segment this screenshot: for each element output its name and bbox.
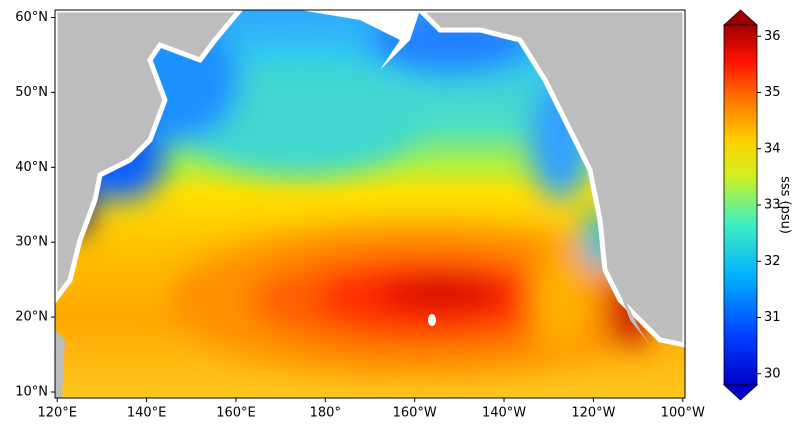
- y-tick-label: 50°N: [15, 85, 48, 100]
- y-tick-label: 10°N: [15, 385, 48, 400]
- colorbar-label: sss (psu): [778, 176, 793, 234]
- y-tick-label: 40°N: [15, 160, 48, 175]
- colorbar-tick-label: 33: [764, 198, 781, 213]
- x-tick-label: 140°W: [482, 406, 526, 421]
- colorbar-tick-label: 32: [764, 254, 781, 269]
- colorbar-tick-label: 30: [764, 366, 781, 381]
- x-tick-label: 100°W: [661, 406, 705, 421]
- y-tick-label: 30°N: [15, 235, 48, 250]
- map-frame: [54, 9, 686, 399]
- colorbar: [722, 9, 759, 401]
- colorbar-tick-label: 34: [764, 141, 781, 156]
- y-tick-label: 60°N: [15, 10, 48, 25]
- x-tick-label: 160°E: [216, 406, 256, 421]
- colorbar-tick-label: 36: [764, 29, 781, 44]
- colorbar-tick-label: 31: [764, 310, 781, 325]
- map-field: [55, 10, 685, 398]
- x-tick-label: 160°W: [393, 406, 437, 421]
- x-tick-label: 120°E: [37, 406, 77, 421]
- colorbar-tick-label: 35: [764, 85, 781, 100]
- x-tick-label: 140°E: [127, 406, 167, 421]
- y-tick-label: 20°N: [15, 310, 48, 325]
- x-tick-label: 120°W: [571, 406, 615, 421]
- x-tick-label: 180°: [310, 406, 341, 421]
